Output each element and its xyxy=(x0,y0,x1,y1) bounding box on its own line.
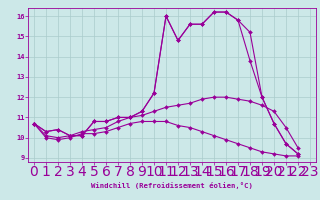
X-axis label: Windchill (Refroidissement éolien,°C): Windchill (Refroidissement éolien,°C) xyxy=(91,182,253,189)
